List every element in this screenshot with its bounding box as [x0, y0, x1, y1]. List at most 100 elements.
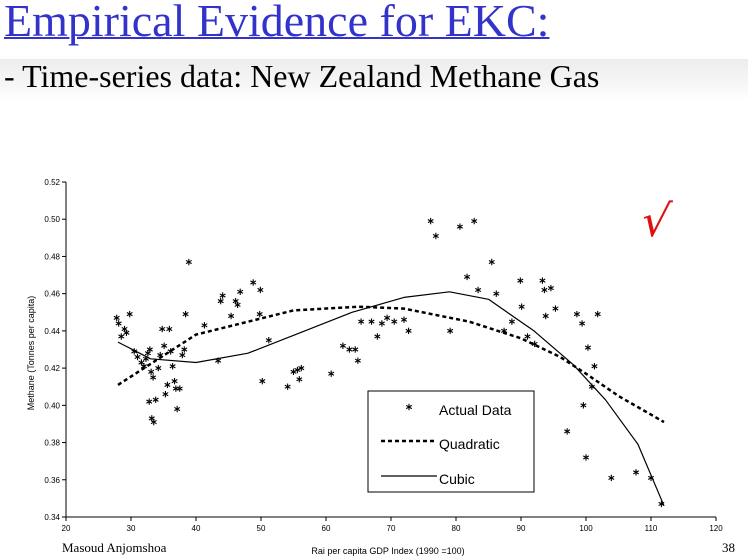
data-point: [179, 351, 186, 359]
y-tick-labels: 0.34 0.36 0.38 0.40 0.42 0.44 0.46 0.48 0.50 0.52: [44, 178, 66, 522]
subtitle-band: [0, 59, 748, 101]
x-tick-label: 120: [709, 524, 723, 533]
data-point: [368, 318, 375, 325]
data-point: [582, 454, 590, 461]
data-point: [148, 368, 155, 376]
data-point: [588, 383, 595, 390]
y-tick-label: 0.44: [44, 327, 60, 336]
data-point: [378, 320, 385, 327]
data-point: [185, 258, 192, 266]
data-point: [354, 357, 361, 364]
data-point: [594, 310, 601, 318]
data-point: [146, 346, 153, 353]
data-point: [564, 428, 571, 435]
data-point: [290, 368, 297, 376]
data-point: [508, 318, 515, 325]
data-point: [391, 318, 398, 325]
data-point: [123, 329, 130, 336]
x-tick-label: 90: [517, 524, 526, 533]
data-point: [658, 500, 665, 508]
y-tick-label: 0.42: [44, 364, 60, 373]
data-point: [131, 348, 138, 355]
data-point: [471, 217, 478, 225]
data-point: [591, 363, 598, 370]
data-point: [352, 346, 359, 353]
data-point: [475, 286, 482, 294]
data-point: [181, 346, 188, 353]
y-tick-label: 0.36: [44, 476, 60, 485]
data-point: [257, 286, 264, 294]
data-point: [580, 402, 587, 409]
data-point: [115, 320, 122, 327]
data-point: [579, 320, 586, 327]
x-tick-label: 50: [257, 524, 266, 533]
data-point: [140, 363, 148, 370]
data-point: [176, 385, 183, 392]
x-tick-label: 100: [579, 524, 593, 533]
data-point: [167, 348, 174, 355]
data-point: [608, 474, 615, 482]
slide-number: 38: [722, 540, 735, 555]
x-tick-label: 20: [62, 524, 71, 533]
data-points: [113, 217, 665, 508]
data-point: [118, 333, 125, 340]
data-point: [647, 474, 655, 482]
data-point: [447, 327, 454, 335]
data-point: [405, 327, 412, 335]
data-point: [171, 377, 178, 385]
data-point: [157, 351, 164, 359]
data-point: [162, 390, 169, 398]
data-point: [542, 312, 549, 320]
chart-legend: Actual Data Quadratic Cubic: [367, 390, 535, 493]
x-tick-label: 80: [452, 524, 461, 533]
x-tick-labels: 20 30 40 50 60 70 80 90 100 110 120: [62, 517, 723, 533]
data-point: [584, 344, 592, 351]
data-point: [146, 398, 153, 405]
data-point: [201, 322, 208, 329]
data-point: [632, 469, 640, 476]
x-tick-label: 40: [192, 524, 201, 533]
data-point: [298, 364, 305, 372]
data-point: [182, 310, 189, 318]
data-point: [215, 357, 222, 364]
x-tick-label: 70: [387, 524, 396, 533]
data-point: [234, 301, 241, 309]
data-point: [164, 381, 171, 389]
author-name: Masoud Anjomshoa: [62, 540, 167, 555]
y-tick-label: 0.46: [44, 290, 60, 299]
data-point: [134, 353, 141, 361]
data-point: [237, 288, 244, 296]
data-point: [259, 377, 266, 385]
data-point: [172, 385, 179, 392]
legend-asterisk: [405, 403, 413, 411]
data-point: [217, 297, 224, 305]
data-point: [256, 310, 263, 318]
data-point: [547, 284, 554, 292]
y-tick-label: 0.40: [44, 401, 60, 410]
data-point: [113, 314, 120, 322]
data-point: [541, 286, 548, 294]
data-point: [488, 258, 495, 266]
data-point: [265, 336, 272, 344]
y-tick-label: 0.34: [44, 513, 60, 522]
slide-subtitle: - Time-series data: New Zealand Methane …: [4, 58, 600, 94]
data-point: [159, 325, 166, 333]
legend-label-cubic: Cubic: [439, 471, 475, 487]
data-point: [328, 370, 335, 377]
data-point: [174, 405, 181, 413]
data-point: [456, 223, 463, 230]
data-point: [531, 340, 538, 348]
y-tick-label: 0.48: [44, 252, 60, 261]
x-tick-label: 60: [322, 524, 331, 533]
legend-label-quadratic: Quadratic: [439, 436, 500, 452]
data-point: [346, 346, 353, 353]
data-point: [552, 305, 559, 312]
data-point: [384, 314, 391, 322]
data-point: [374, 333, 381, 340]
data-point: [358, 318, 365, 325]
x-tick-label: 30: [127, 524, 136, 533]
data-point: [296, 376, 303, 383]
legend-label-actual: Actual Data: [439, 402, 512, 418]
data-point: [169, 363, 176, 370]
data-point: [463, 273, 471, 281]
